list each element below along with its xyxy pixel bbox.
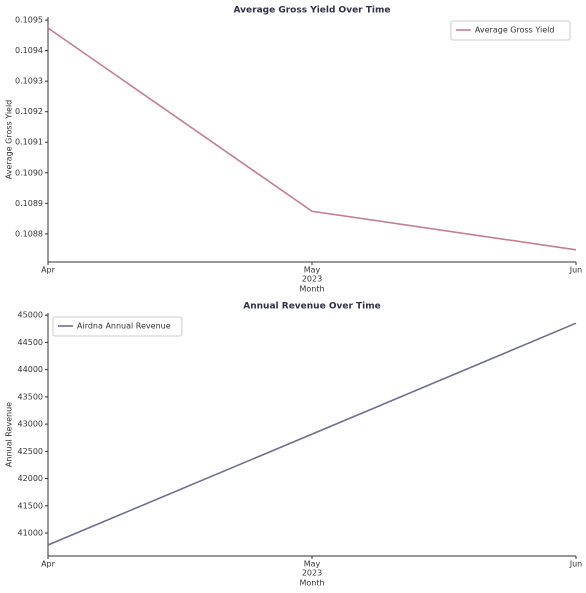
x-tick-label: Apr bbox=[41, 266, 56, 275]
x-tick-label: May bbox=[304, 266, 321, 275]
y-tick-label: 0.1088 bbox=[15, 229, 43, 238]
y-tick-label: 43500 bbox=[18, 392, 43, 401]
y-tick-label: 0.1094 bbox=[15, 46, 43, 55]
y-tick-label: 43000 bbox=[18, 420, 43, 429]
x-tick-label: Jun bbox=[569, 266, 583, 275]
x-sublabel: 2023 bbox=[302, 569, 322, 578]
x-tick-label: May bbox=[304, 560, 321, 569]
legend-label: Airdna Annual Revenue bbox=[77, 322, 171, 331]
x-tick-label: Jun bbox=[569, 560, 583, 569]
legend-box bbox=[52, 316, 183, 337]
y-tick-label: 0.1095 bbox=[15, 16, 43, 25]
y-tick-label: 44500 bbox=[18, 338, 43, 347]
y-tick-label: 45000 bbox=[18, 311, 43, 320]
y-tick-label: 41500 bbox=[18, 501, 43, 510]
chart-title: Annual Revenue Over Time bbox=[243, 302, 380, 312]
data-line bbox=[47, 27, 577, 251]
y-tick-label: 44000 bbox=[18, 365, 43, 374]
x-axis-label: Month bbox=[299, 579, 324, 588]
y-tick-label: 42500 bbox=[18, 447, 43, 456]
legend-box bbox=[450, 20, 571, 41]
chart: Average Gross Yield Over Time 0.1088 0.108… bbox=[5, 6, 583, 294]
y-tick-label: 0.1093 bbox=[15, 77, 43, 86]
y-tick-label: 0.1091 bbox=[15, 138, 43, 147]
y-tick-label: 41000 bbox=[18, 529, 43, 538]
data-line bbox=[47, 322, 577, 546]
y-tick-label: 0.1089 bbox=[15, 199, 43, 208]
y-tick-label: 0.1090 bbox=[15, 168, 43, 177]
chart: Annual Revenue Over Time 41000 41500 42000 4… bbox=[5, 302, 583, 588]
legend: Average Gross Yield bbox=[450, 20, 571, 41]
y-tick-label: 42000 bbox=[18, 474, 43, 483]
y-tick-label: 0.1092 bbox=[15, 107, 43, 116]
legend: Airdna Annual Revenue bbox=[52, 316, 183, 337]
chart-title: Average Gross Yield Over Time bbox=[234, 6, 391, 16]
x-axis-label: Month bbox=[299, 285, 324, 294]
x-sublabel: 2023 bbox=[302, 275, 322, 284]
y-axis-label: Annual Revenue bbox=[5, 402, 14, 467]
y-axis-label: Average Gross Yield bbox=[5, 100, 14, 180]
x-tick-label: Apr bbox=[41, 560, 56, 569]
legend-label: Average Gross Yield bbox=[475, 26, 555, 35]
